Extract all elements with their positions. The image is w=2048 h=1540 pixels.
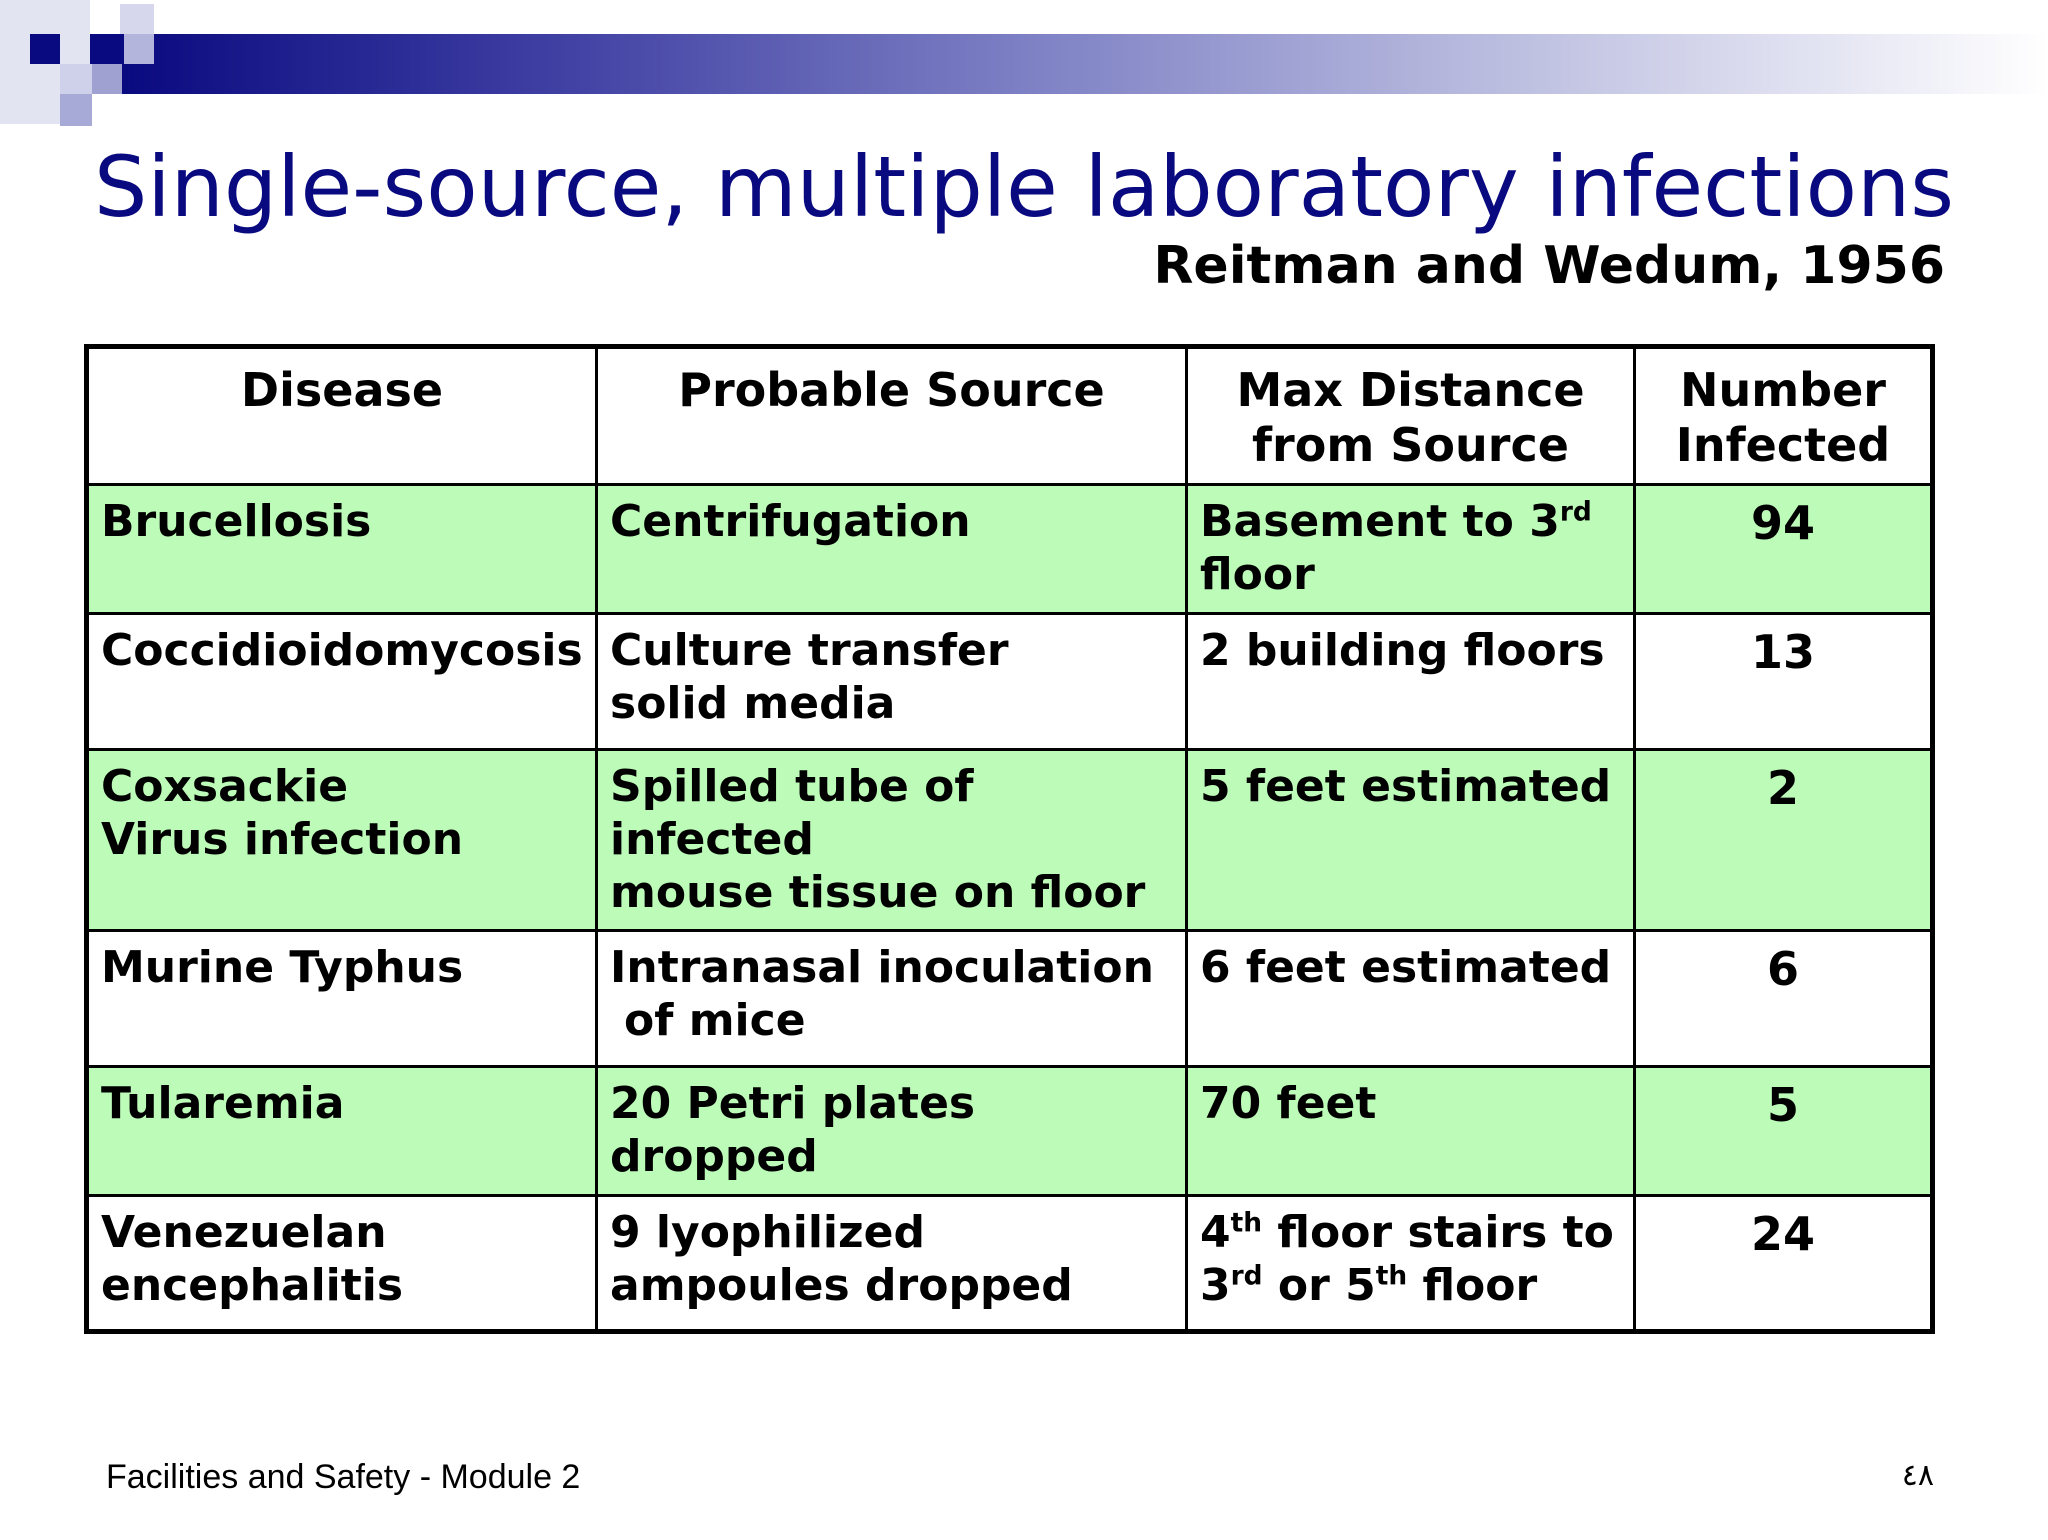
header-disease: Disease xyxy=(85,344,598,487)
cell-number: 13 xyxy=(1633,611,1934,751)
cell-source: Culture transfer solid media xyxy=(595,611,1188,751)
cell-source: 9 lyophilized ampoules dropped xyxy=(595,1193,1188,1333)
decor-square xyxy=(60,64,92,94)
cell-distance: 4th floor stairs to 3rd or 5th floor xyxy=(1185,1193,1636,1333)
cell-number: 6 xyxy=(1633,929,1934,1069)
decor-square xyxy=(30,34,60,64)
page-number: ٤٨ xyxy=(1901,1458,1934,1493)
cell-distance: 5 feet estimated xyxy=(1185,747,1636,933)
cell-disease: Murine Typhus xyxy=(85,929,598,1069)
header-max-distance: Max Distance from Source xyxy=(1185,344,1636,487)
table-row: Brucellosis Centrifugation Basement to 3… xyxy=(85,483,1934,615)
cell-disease: Brucellosis xyxy=(85,483,598,615)
cell-source: 20 Petri plates dropped xyxy=(595,1065,1188,1197)
slide-subtitle: Reitman and Wedum, 1956 xyxy=(1153,236,1945,296)
cell-distance: 6 feet estimated xyxy=(1185,929,1636,1069)
cell-distance: 70 feet xyxy=(1185,1065,1636,1197)
table-row: Coccidioidomycosis Culture transfer soli… xyxy=(85,611,1934,751)
decor-square xyxy=(120,4,154,34)
cell-source: Intranasal inoculation of mice xyxy=(595,929,1188,1069)
header-probable-source: Probable Source xyxy=(595,344,1188,487)
table-row: Murine Typhus Intranasal inoculation of … xyxy=(85,929,1934,1069)
header-gradient-bar xyxy=(0,34,2048,94)
infections-table: Disease Probable Source Max Distance fro… xyxy=(84,344,1935,1334)
cell-disease: Coccidioidomycosis xyxy=(85,611,598,751)
header-number-infected: Number Infected xyxy=(1633,344,1934,487)
cell-number: 2 xyxy=(1633,747,1934,933)
slide-footer: Facilities and Safety - Module 2 xyxy=(106,1458,581,1496)
cell-distance: Basement to 3rd floor xyxy=(1185,483,1636,615)
cell-source: Spilled tube of infected mouse tissue on… xyxy=(595,747,1188,933)
cell-disease: Tularemia xyxy=(85,1065,598,1197)
decor-square xyxy=(60,94,92,126)
cell-disease: Coxsackie Virus infection xyxy=(85,747,598,933)
table-row: Tularemia 20 Petri plates dropped 70 fee… xyxy=(85,1065,1934,1197)
table-row: Venezuelan encephalitis 9 lyophilized am… xyxy=(85,1193,1934,1333)
table-row: Coxsackie Virus infection Spilled tube o… xyxy=(85,747,1934,933)
cell-number: 94 xyxy=(1633,483,1934,615)
cell-source: Centrifugation xyxy=(595,483,1188,615)
cell-distance: 2 building floors xyxy=(1185,611,1636,751)
cell-disease: Venezuelan encephalitis xyxy=(85,1193,598,1333)
cell-number: 24 xyxy=(1633,1193,1934,1333)
decor-square xyxy=(124,34,154,64)
slide-title: Single-source, multiple laboratory infec… xyxy=(93,138,1955,236)
cell-number: 5 xyxy=(1633,1065,1934,1197)
table-header-row: Disease Probable Source Max Distance fro… xyxy=(85,344,1934,487)
decor-square xyxy=(92,64,122,94)
